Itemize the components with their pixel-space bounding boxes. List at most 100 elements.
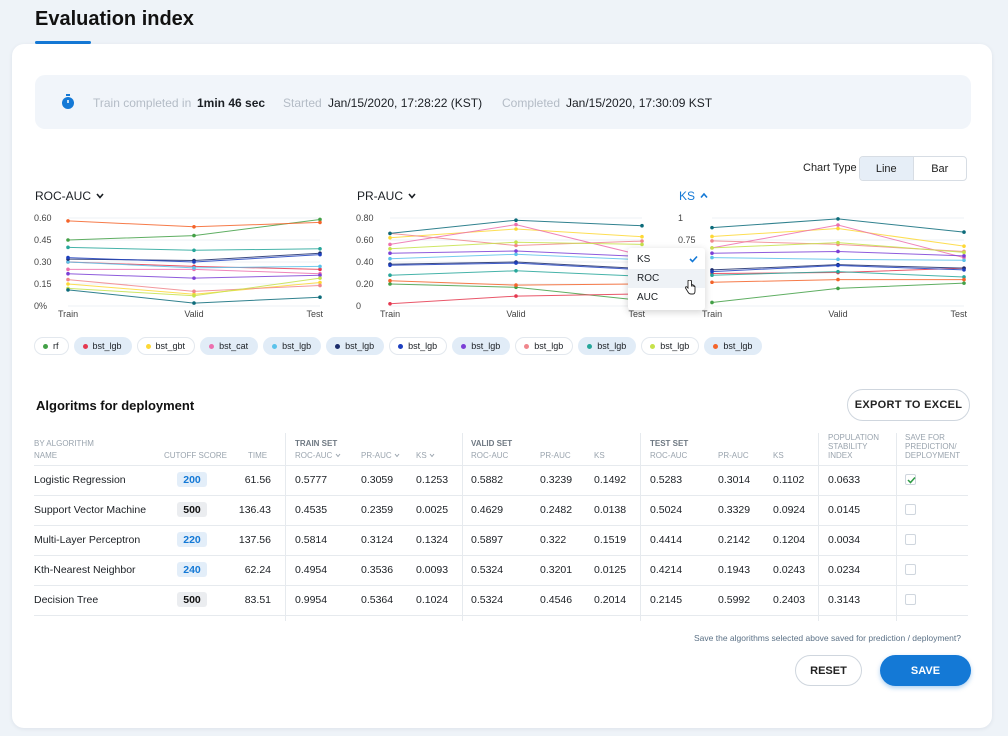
save-checkbox[interactable]: [905, 534, 916, 545]
data-point: [318, 273, 322, 277]
save-checkbox[interactable]: [905, 504, 916, 515]
legend-dot-icon: [335, 343, 341, 349]
header-time[interactable]: TIME: [248, 451, 268, 460]
legend-label: bst_lgb: [345, 341, 375, 351]
legend-chip[interactable]: bst_lgb: [326, 337, 385, 355]
data-point: [318, 267, 322, 272]
legend-dot-icon: [713, 343, 719, 349]
data-point: [710, 255, 714, 260]
header-save-line-2: PREDICTION/: [905, 442, 957, 451]
header-train-ks[interactable]: KS: [416, 451, 435, 460]
export-to-excel-button[interactable]: EXPORT TO EXCEL: [847, 389, 970, 421]
metric-value: 0.0138: [594, 504, 627, 516]
metric-value: 0.5024: [650, 504, 683, 516]
save-checkbox[interactable]: [905, 594, 916, 605]
data-point: [710, 280, 714, 285]
header-valid-pr-auc[interactable]: PR-AUC: [540, 451, 571, 460]
column-divider: [818, 433, 819, 621]
legend-chip[interactable]: bst_lgb: [263, 337, 322, 355]
header-valid-ks[interactable]: KS: [594, 451, 605, 460]
data-point: [388, 278, 392, 283]
metric-value: 0.5324: [471, 564, 504, 576]
header-valid-roc-auc[interactable]: ROC-AUC: [471, 451, 509, 460]
legend-label: bst_lgb: [92, 341, 122, 351]
save-checkbox[interactable]: [905, 564, 916, 575]
legend-label: bst_lgb: [660, 341, 690, 351]
legend-chip[interactable]: bst_lgb: [578, 337, 637, 355]
data-point: [640, 239, 644, 243]
chart-title-roc-auc[interactable]: ROC-AUC: [35, 189, 105, 203]
dropdown-option-roc[interactable]: ROC: [628, 269, 705, 288]
chart-type-bar[interactable]: Bar: [931, 162, 949, 175]
dropdown-option-auc[interactable]: AUC: [628, 288, 705, 307]
data-point: [836, 277, 840, 282]
chart-title-pr-auc[interactable]: PR-AUC: [357, 189, 417, 203]
legend-dot-icon: [272, 343, 278, 349]
metric-value: 0.3536: [361, 564, 394, 576]
header-by-algorithm: BY ALGORITHM: [34, 439, 94, 448]
y-tick-label: 0%: [34, 301, 47, 311]
metric-value: 0.5814: [295, 534, 328, 546]
legend-dot-icon: [524, 343, 530, 349]
header-train-pr-auc[interactable]: PR-AUC: [361, 451, 400, 460]
cutoff-score-badge[interactable]: 500: [177, 502, 207, 517]
y-tick-label: 0.40: [356, 257, 374, 267]
cutoff-score-badge[interactable]: 220: [177, 532, 207, 547]
legend-dot-icon: [209, 343, 215, 349]
legend-chip[interactable]: bst_lgb: [73, 337, 132, 355]
header-test-ks[interactable]: KS: [773, 451, 784, 460]
data-point: [836, 263, 840, 268]
row-divider: [34, 585, 968, 586]
cutoff-score-badge[interactable]: 240: [177, 562, 207, 577]
metric-value: 0.4954: [295, 564, 328, 576]
data-point: [836, 217, 840, 221]
y-tick-label: 0.45: [34, 235, 52, 245]
save-button[interactable]: SAVE: [880, 655, 971, 686]
legend-chip[interactable]: bst_lgb: [515, 337, 574, 355]
data-point: [514, 269, 518, 273]
header-cutoff[interactable]: CUTOFF SCORE: [164, 451, 227, 460]
chart-title-ks[interactable]: KS: [679, 189, 709, 203]
legend-chip[interactable]: bst_gbt: [136, 337, 196, 355]
metric-value: 0.5777: [295, 474, 328, 486]
y-tick-label: 0.20: [356, 279, 374, 289]
cutoff-score-badge[interactable]: 500: [177, 592, 207, 607]
metric-value: 0.5324: [471, 594, 504, 606]
metric-value: 0.0093: [416, 564, 449, 576]
cutoff-score-badge[interactable]: 200: [177, 472, 207, 487]
data-point: [710, 246, 714, 250]
legend-chip[interactable]: bst_cat: [200, 337, 259, 355]
metric-value: 0.0145: [828, 504, 861, 516]
legend-chip[interactable]: bst_lgb: [389, 337, 448, 355]
dropdown-option-ks[interactable]: KS: [628, 250, 705, 269]
header-test-pr-auc[interactable]: PR-AUC: [718, 451, 749, 460]
legend-chip[interactable]: bst_lgb: [704, 337, 763, 355]
legend-label: bst_lgb: [723, 341, 753, 351]
legend-chip[interactable]: bst_lgb: [641, 337, 700, 355]
data-point: [388, 231, 392, 236]
data-point: [836, 249, 840, 254]
data-point: [318, 280, 322, 285]
data-point: [514, 261, 518, 265]
save-checkbox[interactable]: [905, 474, 916, 485]
data-point: [388, 263, 392, 268]
metric-value: 0.2359: [361, 504, 394, 516]
stopwatch-icon: [62, 94, 74, 109]
reset-button[interactable]: RESET: [795, 655, 862, 686]
data-point: [962, 244, 966, 248]
data-point: [962, 275, 966, 279]
chart-type-line[interactable]: Line: [860, 157, 914, 180]
data-point: [514, 240, 518, 244]
metric-value: 0.0034: [828, 534, 861, 546]
header-test-roc-auc[interactable]: ROC-AUC: [650, 451, 688, 460]
chevron-down-icon: [429, 453, 435, 458]
legend-dot-icon: [43, 343, 48, 349]
legend-chip[interactable]: bst_lgb: [452, 337, 511, 355]
header-label: ROC-AUC: [295, 451, 333, 460]
header-train-roc-auc[interactable]: ROC-AUC: [295, 451, 341, 460]
header-name[interactable]: NAME: [34, 451, 58, 460]
metric-value: 0.4629: [471, 504, 504, 516]
metric-value: 0.5283: [650, 474, 683, 486]
legend-chip[interactable]: rf: [34, 337, 69, 355]
metric-value: 0.0234: [828, 564, 861, 576]
